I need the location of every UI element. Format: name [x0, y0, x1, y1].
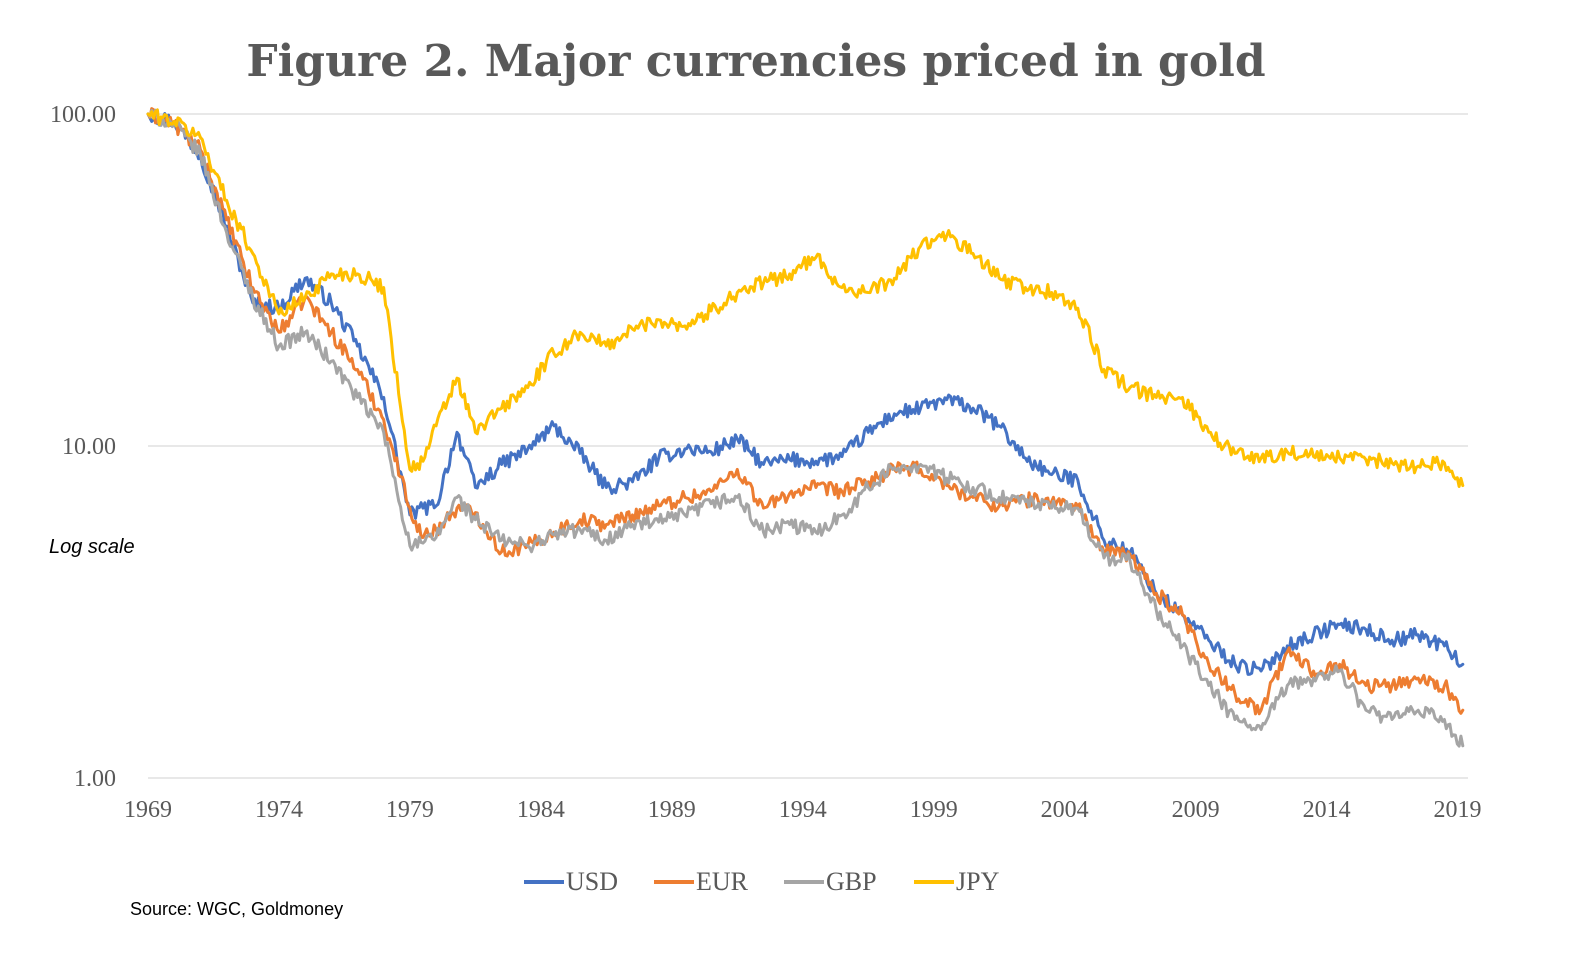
x-tick-label: 1969	[124, 797, 172, 823]
x-tick-label: 2009	[1172, 797, 1220, 823]
x-tick-label: 1999	[910, 797, 958, 823]
legend-label-eur: EUR	[696, 867, 749, 896]
x-tick-label: 1989	[648, 797, 696, 823]
x-axis-tick-labels: 1969 1974 1979 1984 1989 1994 1999 2004 2009 2014…	[124, 797, 1482, 823]
x-tick-label: 2004	[1041, 797, 1089, 823]
y-axis-tick-labels: 1.00 10.00 100.00	[50, 102, 116, 792]
series-line-usd	[146, 112, 1465, 676]
series-line-eur	[146, 107, 1465, 716]
y-tick-label: 10.00	[62, 434, 116, 460]
x-tick-label: 1974	[255, 797, 303, 823]
source-note: Source: WGC, Goldmoney	[130, 899, 343, 919]
gridlines	[148, 113, 1468, 779]
chart-title: Figure 2. Major currencies priced in gol…	[246, 36, 1265, 87]
legend-label-jpy: JPY	[956, 867, 1000, 896]
series-lines	[146, 107, 1465, 748]
y-tick-label: 1.00	[74, 766, 116, 792]
x-tick-label: 2014	[1303, 797, 1351, 823]
y-tick-label: 100.00	[50, 102, 116, 128]
legend-label-gbp: GBP	[826, 867, 877, 896]
series-line-gbp	[146, 108, 1465, 748]
legend-label-usd: USD	[566, 867, 618, 896]
x-tick-label: 1994	[779, 797, 827, 823]
legend: USD EUR GBP JPY	[524, 867, 1000, 896]
log-scale-note: Log scale	[49, 536, 135, 558]
x-tick-label: 2019	[1434, 797, 1482, 823]
x-tick-label: 1979	[386, 797, 434, 823]
series-line-jpy	[146, 108, 1465, 488]
x-tick-label: 1984	[517, 797, 565, 823]
